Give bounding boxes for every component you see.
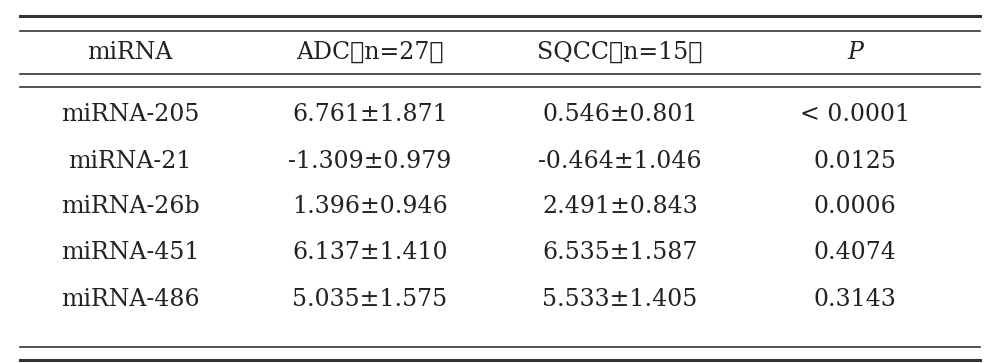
Text: 6.761±1.871: 6.761±1.871 <box>292 103 448 126</box>
Text: miRNA-451: miRNA-451 <box>61 241 199 264</box>
Text: 0.3143: 0.3143 <box>814 288 896 311</box>
Text: ADC（n=27）: ADC（n=27） <box>296 41 444 64</box>
Text: 5.035±1.575: 5.035±1.575 <box>292 288 448 311</box>
Text: < 0.0001: < 0.0001 <box>800 103 910 126</box>
Text: 0.4074: 0.4074 <box>814 241 896 264</box>
Text: 5.533±1.405: 5.533±1.405 <box>542 288 698 311</box>
Text: -0.464±1.046: -0.464±1.046 <box>538 150 702 173</box>
Text: 0.546±0.801: 0.546±0.801 <box>542 103 698 126</box>
Text: SQCC（n=15）: SQCC（n=15） <box>537 41 703 64</box>
Text: miRNA-205: miRNA-205 <box>61 103 199 126</box>
Text: miRNA: miRNA <box>87 41 173 64</box>
Text: 0.0125: 0.0125 <box>814 150 896 173</box>
Text: -1.309±0.979: -1.309±0.979 <box>288 150 452 173</box>
Text: 6.535±1.587: 6.535±1.587 <box>542 241 698 264</box>
Text: 2.491±0.843: 2.491±0.843 <box>542 195 698 219</box>
Text: P: P <box>847 41 863 64</box>
Text: miRNA-21: miRNA-21 <box>68 150 192 173</box>
Text: miRNA-26b: miRNA-26b <box>61 195 199 219</box>
Text: 1.396±0.946: 1.396±0.946 <box>292 195 448 219</box>
Text: miRNA-486: miRNA-486 <box>61 288 199 311</box>
Text: 0.0006: 0.0006 <box>814 195 896 219</box>
Text: 6.137±1.410: 6.137±1.410 <box>292 241 448 264</box>
